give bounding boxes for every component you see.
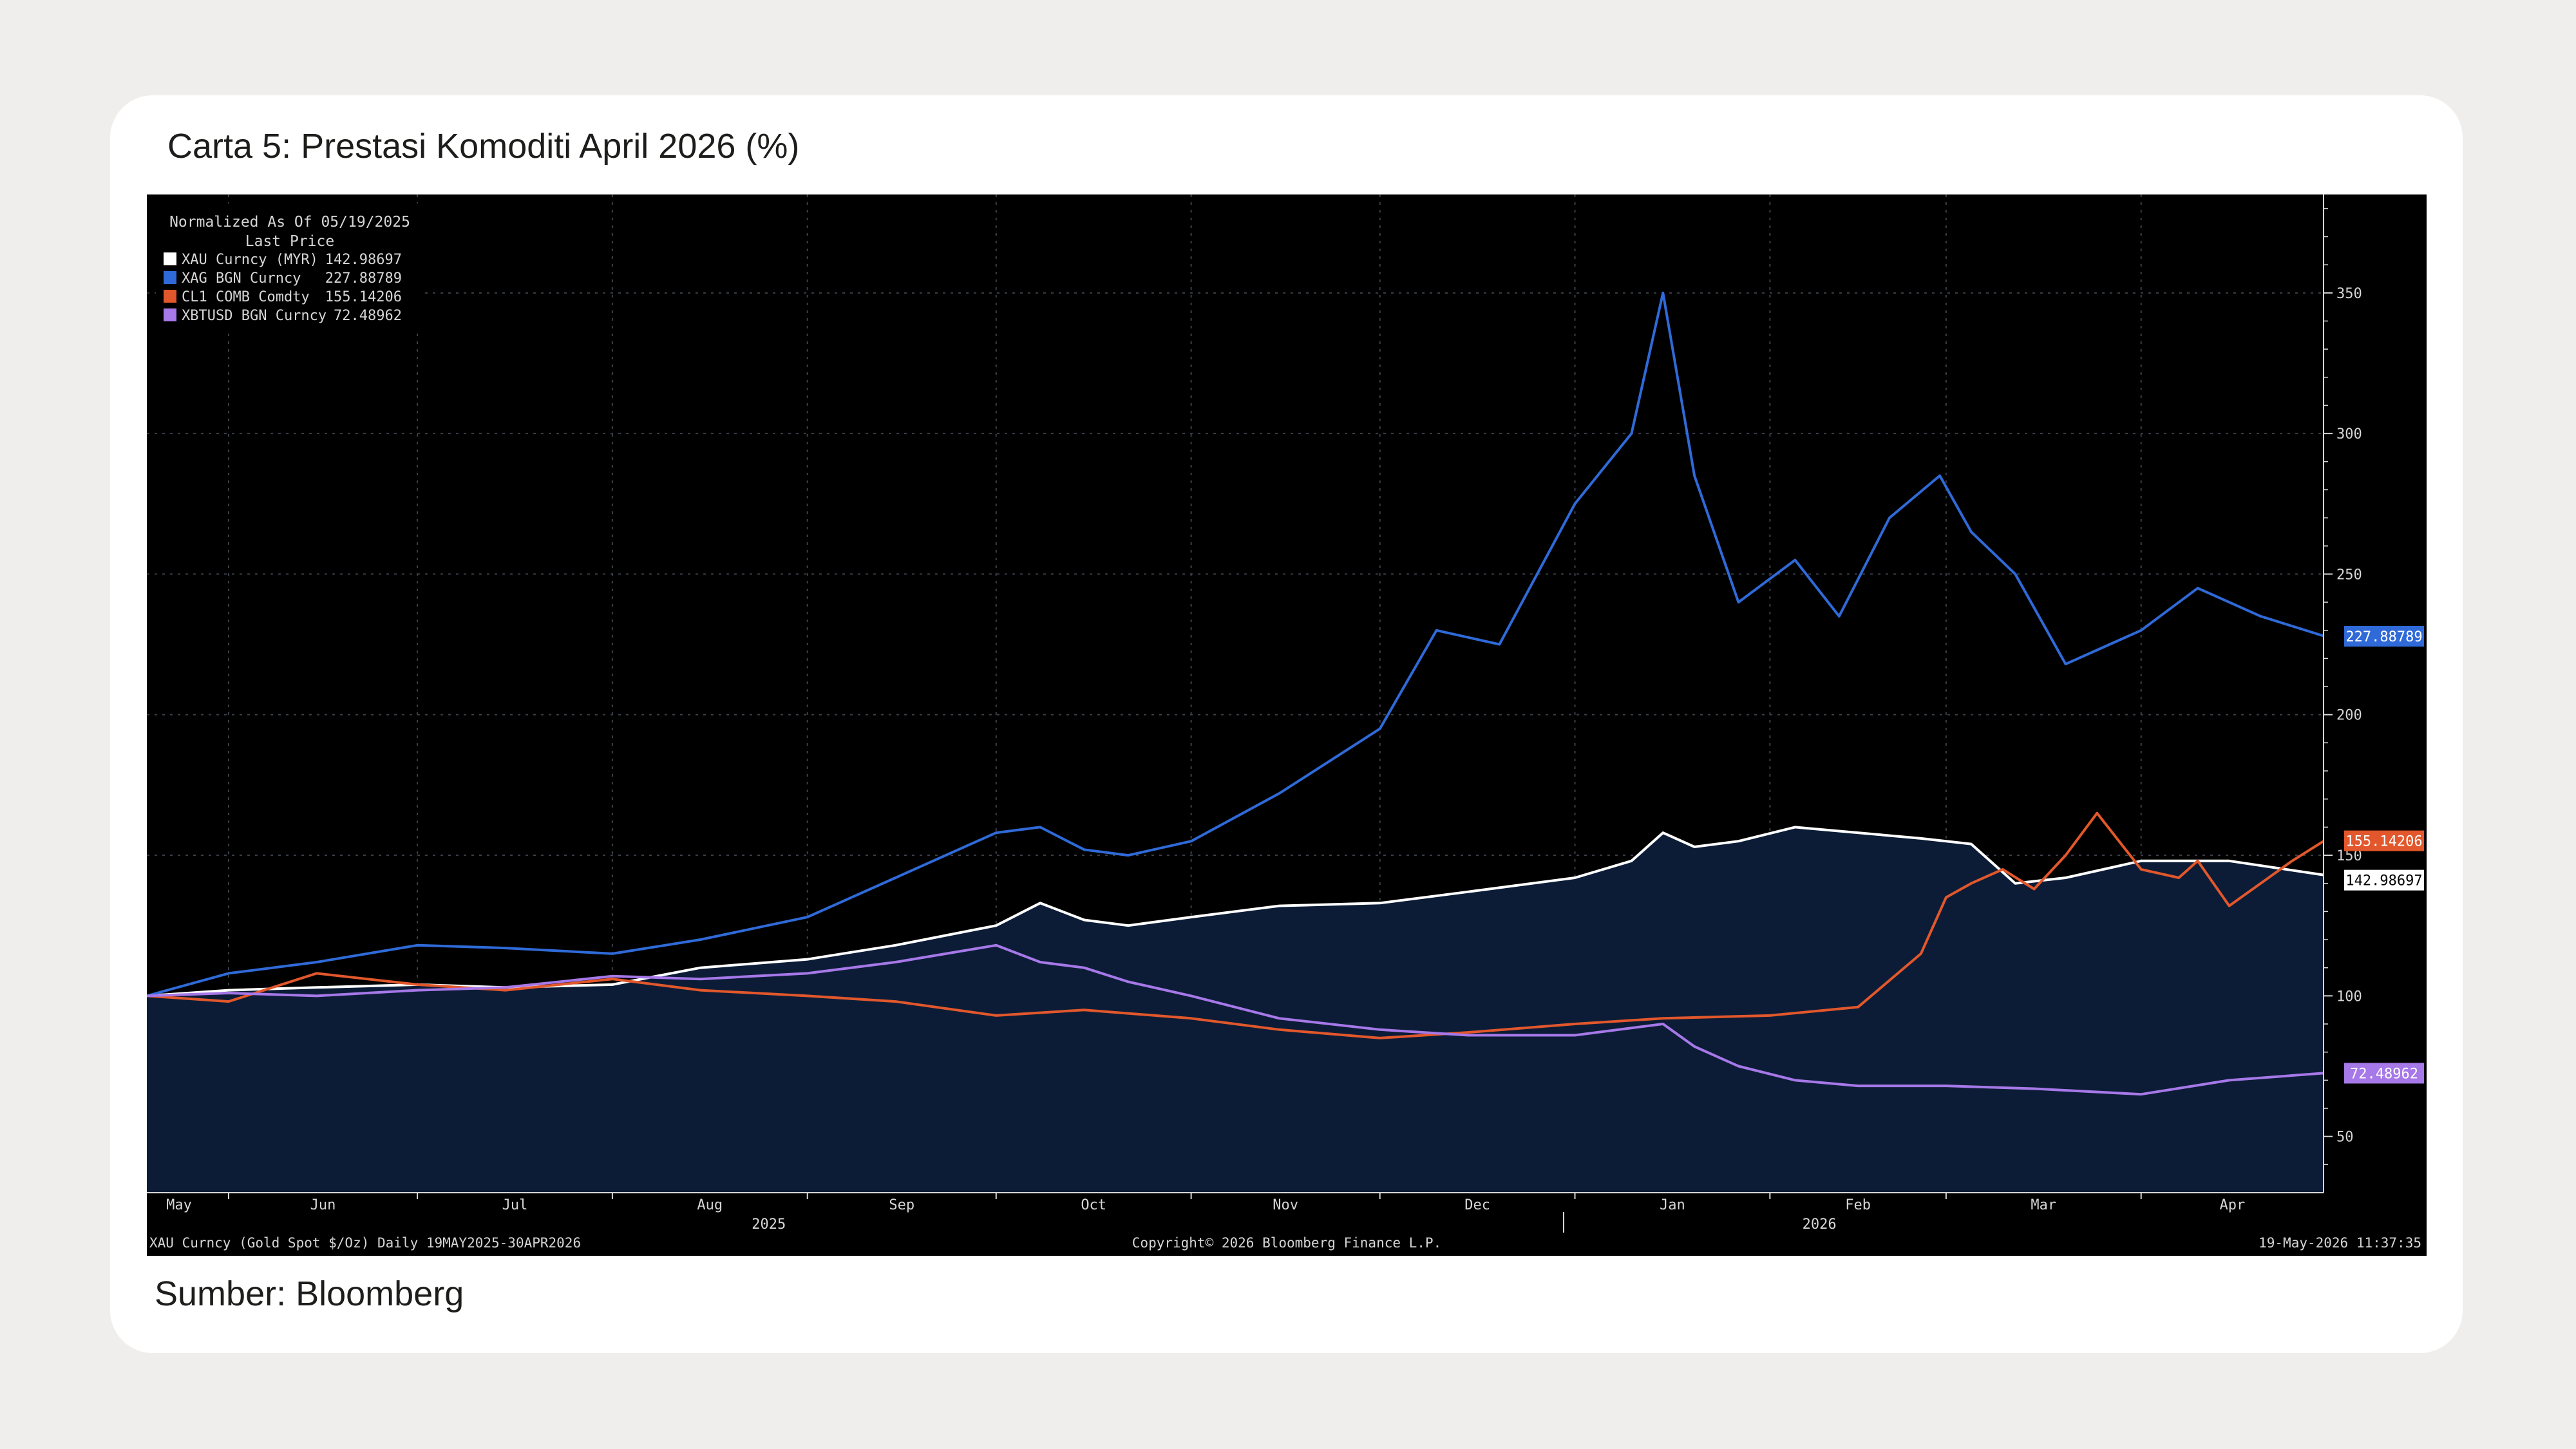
- legend-swatch: [164, 271, 176, 284]
- legend-item-name: XAU Curncy (MYR): [182, 252, 318, 268]
- footer-left: XAU Curncy (Gold Spot $/Oz) Daily 19MAY2…: [149, 1235, 581, 1251]
- last-price-tag-label: 155.14206: [2345, 834, 2422, 850]
- legend-item-value: 227.88789: [325, 270, 402, 287]
- legend-heading: Normalized As Of 05/19/2025: [169, 214, 410, 231]
- legend-item-value: 142.98697: [325, 252, 402, 268]
- legend-subheading: Last Price: [245, 233, 334, 250]
- legend-swatch: [164, 290, 176, 303]
- line-layer: [147, 291, 2325, 1096]
- last-price-tag: [2344, 869, 2424, 891]
- series-line: [147, 943, 2324, 1096]
- x-tick-label: Mar: [2031, 1197, 2056, 1213]
- last-price-tag-label: 72.48962: [2350, 1066, 2418, 1082]
- last-price-tag: [2344, 830, 2424, 851]
- footer-center: Copyright© 2026 Bloomberg Finance L.P.: [1132, 1235, 1441, 1251]
- last-price-tag-label: 142.98697: [2345, 873, 2422, 889]
- x-tick-label: Jul: [502, 1197, 528, 1213]
- x-tick-label: Apr: [2219, 1197, 2245, 1213]
- legend-background: [156, 204, 424, 330]
- chart-legend: Normalized As Of 05/19/2025 Last Price X…: [156, 204, 424, 330]
- x-tick-label: Aug: [697, 1197, 723, 1213]
- legend-swatch: [164, 252, 176, 265]
- x-tick-label: Feb: [1845, 1197, 1871, 1213]
- x-tick-label: Oct: [1081, 1197, 1106, 1213]
- last-price-tag-label: 227.88789: [2345, 629, 2422, 645]
- x-tick-label: Dec: [1464, 1197, 1490, 1213]
- y-tick-label: 350: [2336, 286, 2362, 302]
- x-tick-label: Nov: [1273, 1197, 1298, 1213]
- x-tick-label: May: [166, 1197, 192, 1213]
- legend-item-name: XAG BGN Curncy: [182, 270, 301, 287]
- y-tick-label: 200: [2336, 708, 2362, 724]
- legend-item-name: CL1 COMB Comdty: [182, 289, 310, 305]
- chart-title: Carta 5: Prestasi Komoditi April 2026 (%…: [167, 127, 800, 166]
- x-year-label: 2026: [1803, 1217, 1837, 1233]
- last-price-tags: 142.98697 227.88789 155.14206 72.48962: [2344, 625, 2424, 1084]
- last-price-tag: [2344, 1063, 2424, 1084]
- y-tick-label: 100: [2336, 989, 2362, 1005]
- x-tick-label: Jun: [310, 1197, 336, 1213]
- series-area: [147, 827, 2324, 1193]
- x-tick-label: Jan: [1660, 1197, 1685, 1213]
- legend-item-value: 72.48962: [334, 308, 402, 324]
- legend-item-value: 155.14206: [325, 289, 402, 305]
- x-year-label: 2025: [752, 1217, 786, 1233]
- series-line: [147, 291, 2324, 998]
- y-tick-label: 300: [2336, 426, 2362, 442]
- y-tick-label: 50: [2336, 1130, 2354, 1146]
- x-tick-label: Sep: [889, 1197, 914, 1213]
- source-note: Sumber: Bloomberg: [155, 1274, 464, 1313]
- last-price-tag: [2344, 625, 2424, 647]
- series-line: [147, 811, 2325, 1039]
- area-layer: [147, 827, 2324, 1193]
- y-tick-label: 250: [2336, 567, 2362, 583]
- footer-right: 19-May-2026 11:37:35: [2259, 1235, 2421, 1251]
- legend-item-name: XBTUSD BGN Curncy: [182, 308, 327, 324]
- legend-swatch: [164, 308, 176, 321]
- series-line: [147, 826, 2324, 998]
